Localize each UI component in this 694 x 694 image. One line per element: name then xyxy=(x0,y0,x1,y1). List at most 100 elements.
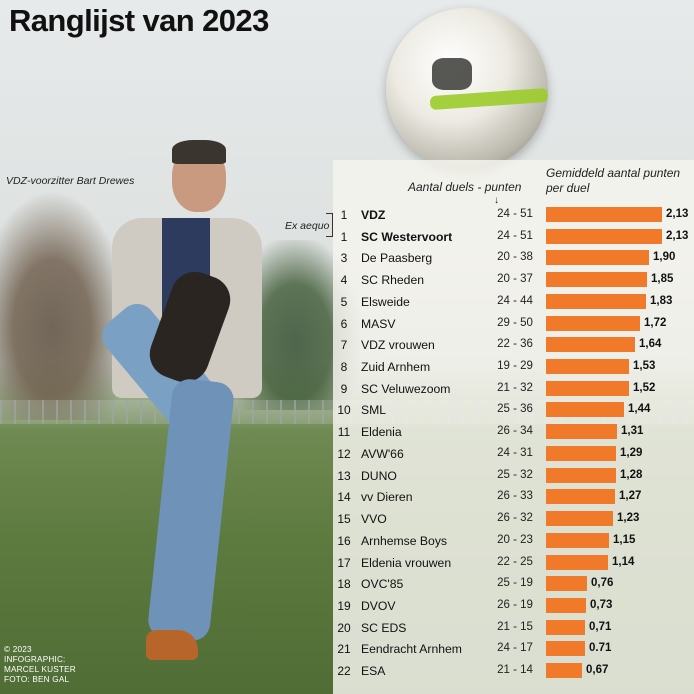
table-row: 15 VVO 26 - 32 1,23 xyxy=(333,508,694,530)
duels-points-label: 20 - 38 xyxy=(497,251,533,264)
rank-label: 11 xyxy=(337,425,351,440)
chart-title: Ranglijst van 2023 xyxy=(9,3,269,38)
header-duels-points: Aantal duels - punten xyxy=(408,180,522,194)
bar-value-label: 1,23 xyxy=(617,512,640,525)
bar-value-label: 1,28 xyxy=(620,468,643,481)
rank-label: 9 xyxy=(340,381,348,396)
duels-points-label: 29 - 50 xyxy=(497,316,533,329)
bar-value-label: 1,27 xyxy=(619,490,642,503)
duels-points-label: 25 - 19 xyxy=(497,577,533,590)
table-row: 9 SC Veluwezoom 21 - 32 1,52 xyxy=(333,378,694,400)
header-average: Gemiddeld aantal punten per duel xyxy=(546,166,681,195)
bar-mark xyxy=(546,424,617,440)
duels-points-label: 24 - 51 xyxy=(497,229,533,242)
rank-label: 19 xyxy=(337,598,351,613)
duels-points-label: 26 - 33 xyxy=(497,490,533,503)
ranking-table: 1 VDZ 24 - 51 2,13 1 SC Westervoort 24 - 51 2,1… xyxy=(333,204,694,684)
duels-points-label: 22 - 36 xyxy=(497,338,533,351)
bar-value-label: 2,13 xyxy=(666,208,689,220)
table-row: 14 vv Dieren 26 - 33 1,27 xyxy=(333,486,694,508)
bar-mark xyxy=(546,467,616,483)
bar-mark xyxy=(546,359,629,375)
ranking-panel xyxy=(333,160,694,694)
club-label: AVW'66 xyxy=(361,446,404,461)
table-row: 3 De Paasberg 20 - 38 1,90 xyxy=(333,247,694,269)
rank-label: 1 xyxy=(340,229,348,244)
bar-value-label: 0,71 xyxy=(589,620,612,633)
duels-points-label: 25 - 32 xyxy=(497,468,533,481)
rank-label: 7 xyxy=(340,338,348,353)
club-label: Eldenia vrouwen xyxy=(361,555,452,570)
bar-value-label: 1,15 xyxy=(613,533,636,546)
bar-value-label: 1,64 xyxy=(639,338,662,351)
table-row: 19 DVOV 26 - 19 0,73 xyxy=(333,595,694,617)
table-row: 21 Eendracht Arnhem 24 - 17 0.71 xyxy=(333,638,694,660)
duels-points-label: 21 - 15 xyxy=(497,620,533,633)
club-label: VDZ vrouwen xyxy=(361,338,435,353)
table-row: 7 VDZ vrouwen 22 - 36 1,64 xyxy=(333,334,694,356)
bar-mark xyxy=(546,532,609,548)
duels-points-label: 26 - 32 xyxy=(497,512,533,525)
bar-mark xyxy=(546,315,640,331)
club-label: OVC'85 xyxy=(361,577,404,592)
duels-points-label: 21 - 32 xyxy=(497,381,533,394)
table-row: 11 Eldenia 26 - 34 1,31 xyxy=(333,421,694,443)
table-row: 1 VDZ 24 - 51 2,13 xyxy=(333,204,694,226)
duels-points-label: 25 - 36 xyxy=(497,403,533,416)
club-label: VVO xyxy=(361,512,387,527)
rank-label: 22 xyxy=(337,664,351,679)
person-hair xyxy=(172,140,226,164)
bar-value-label: 1,14 xyxy=(612,555,635,568)
bar-mark xyxy=(546,576,587,592)
club-label: Arnhemse Boys xyxy=(361,533,448,548)
table-row: 6 MASV 29 - 50 1,72 xyxy=(333,313,694,335)
club-label: Eldenia xyxy=(361,425,402,440)
bar-value-label: 0,76 xyxy=(591,577,614,590)
bar-mark xyxy=(546,619,585,635)
club-label: SML xyxy=(361,403,387,418)
bar-mark xyxy=(546,250,649,266)
rank-label: 8 xyxy=(340,360,348,375)
table-row: 16 Arnhemse Boys 20 - 23 1,15 xyxy=(333,530,694,552)
duels-points-label: 26 - 19 xyxy=(497,598,533,611)
bar-mark xyxy=(546,402,624,418)
duels-points-label: 24 - 31 xyxy=(497,446,533,459)
club-label: DVOV xyxy=(361,598,396,613)
bar-mark xyxy=(546,337,635,353)
bar-value-label: 0.71 xyxy=(589,642,612,655)
ex-aequo-bracket xyxy=(326,213,333,237)
duels-points-label: 20 - 23 xyxy=(497,533,533,546)
bar-value-label: 1,31 xyxy=(621,425,644,438)
photo-caption: VDZ-voorzitter Bart Drewes xyxy=(6,175,135,187)
table-row: 4 SC Rheden 20 - 37 1,85 xyxy=(333,269,694,291)
rank-label: 15 xyxy=(337,512,351,527)
bar-value-label: 1,72 xyxy=(644,316,667,329)
rank-label: 4 xyxy=(340,273,348,288)
club-label: vv Dieren xyxy=(361,490,413,505)
rank-label: 13 xyxy=(337,468,351,483)
bar-mark xyxy=(546,293,646,309)
bar-value-label: 1,83 xyxy=(650,294,673,307)
bar-value-label: 2,13 xyxy=(666,229,689,242)
bar-value-label: 1,29 xyxy=(620,446,643,459)
duels-points-label: 24 - 51 xyxy=(497,208,533,220)
bar-mark xyxy=(546,489,615,505)
table-row: 20 SC EDS 21 - 15 0,71 xyxy=(333,617,694,639)
rank-label: 10 xyxy=(337,403,351,418)
duels-points-label: 21 - 14 xyxy=(497,664,533,677)
bar-mark xyxy=(546,511,613,527)
club-label: De Paasberg xyxy=(361,251,433,266)
table-row: 1 SC Westervoort 24 - 51 2,13 xyxy=(333,226,694,248)
table-row: 17 Eldenia vrouwen 22 - 25 1,14 xyxy=(333,552,694,574)
header-arrow-icon: ↓ xyxy=(494,195,499,206)
club-label: SC Westervoort xyxy=(361,229,453,244)
rank-label: 3 xyxy=(340,251,348,266)
club-label: Elsweide xyxy=(361,294,410,309)
credit-line: MARCEL KUSTER xyxy=(4,665,76,674)
club-label: SC Rheden xyxy=(361,273,425,288)
bar-value-label: 1,85 xyxy=(651,273,674,286)
bar-value-label: 0,73 xyxy=(590,598,613,611)
football-patch xyxy=(432,58,472,90)
duels-points-label: 19 - 29 xyxy=(497,360,533,373)
table-row: 5 Elsweide 24 - 44 1,83 xyxy=(333,291,694,313)
